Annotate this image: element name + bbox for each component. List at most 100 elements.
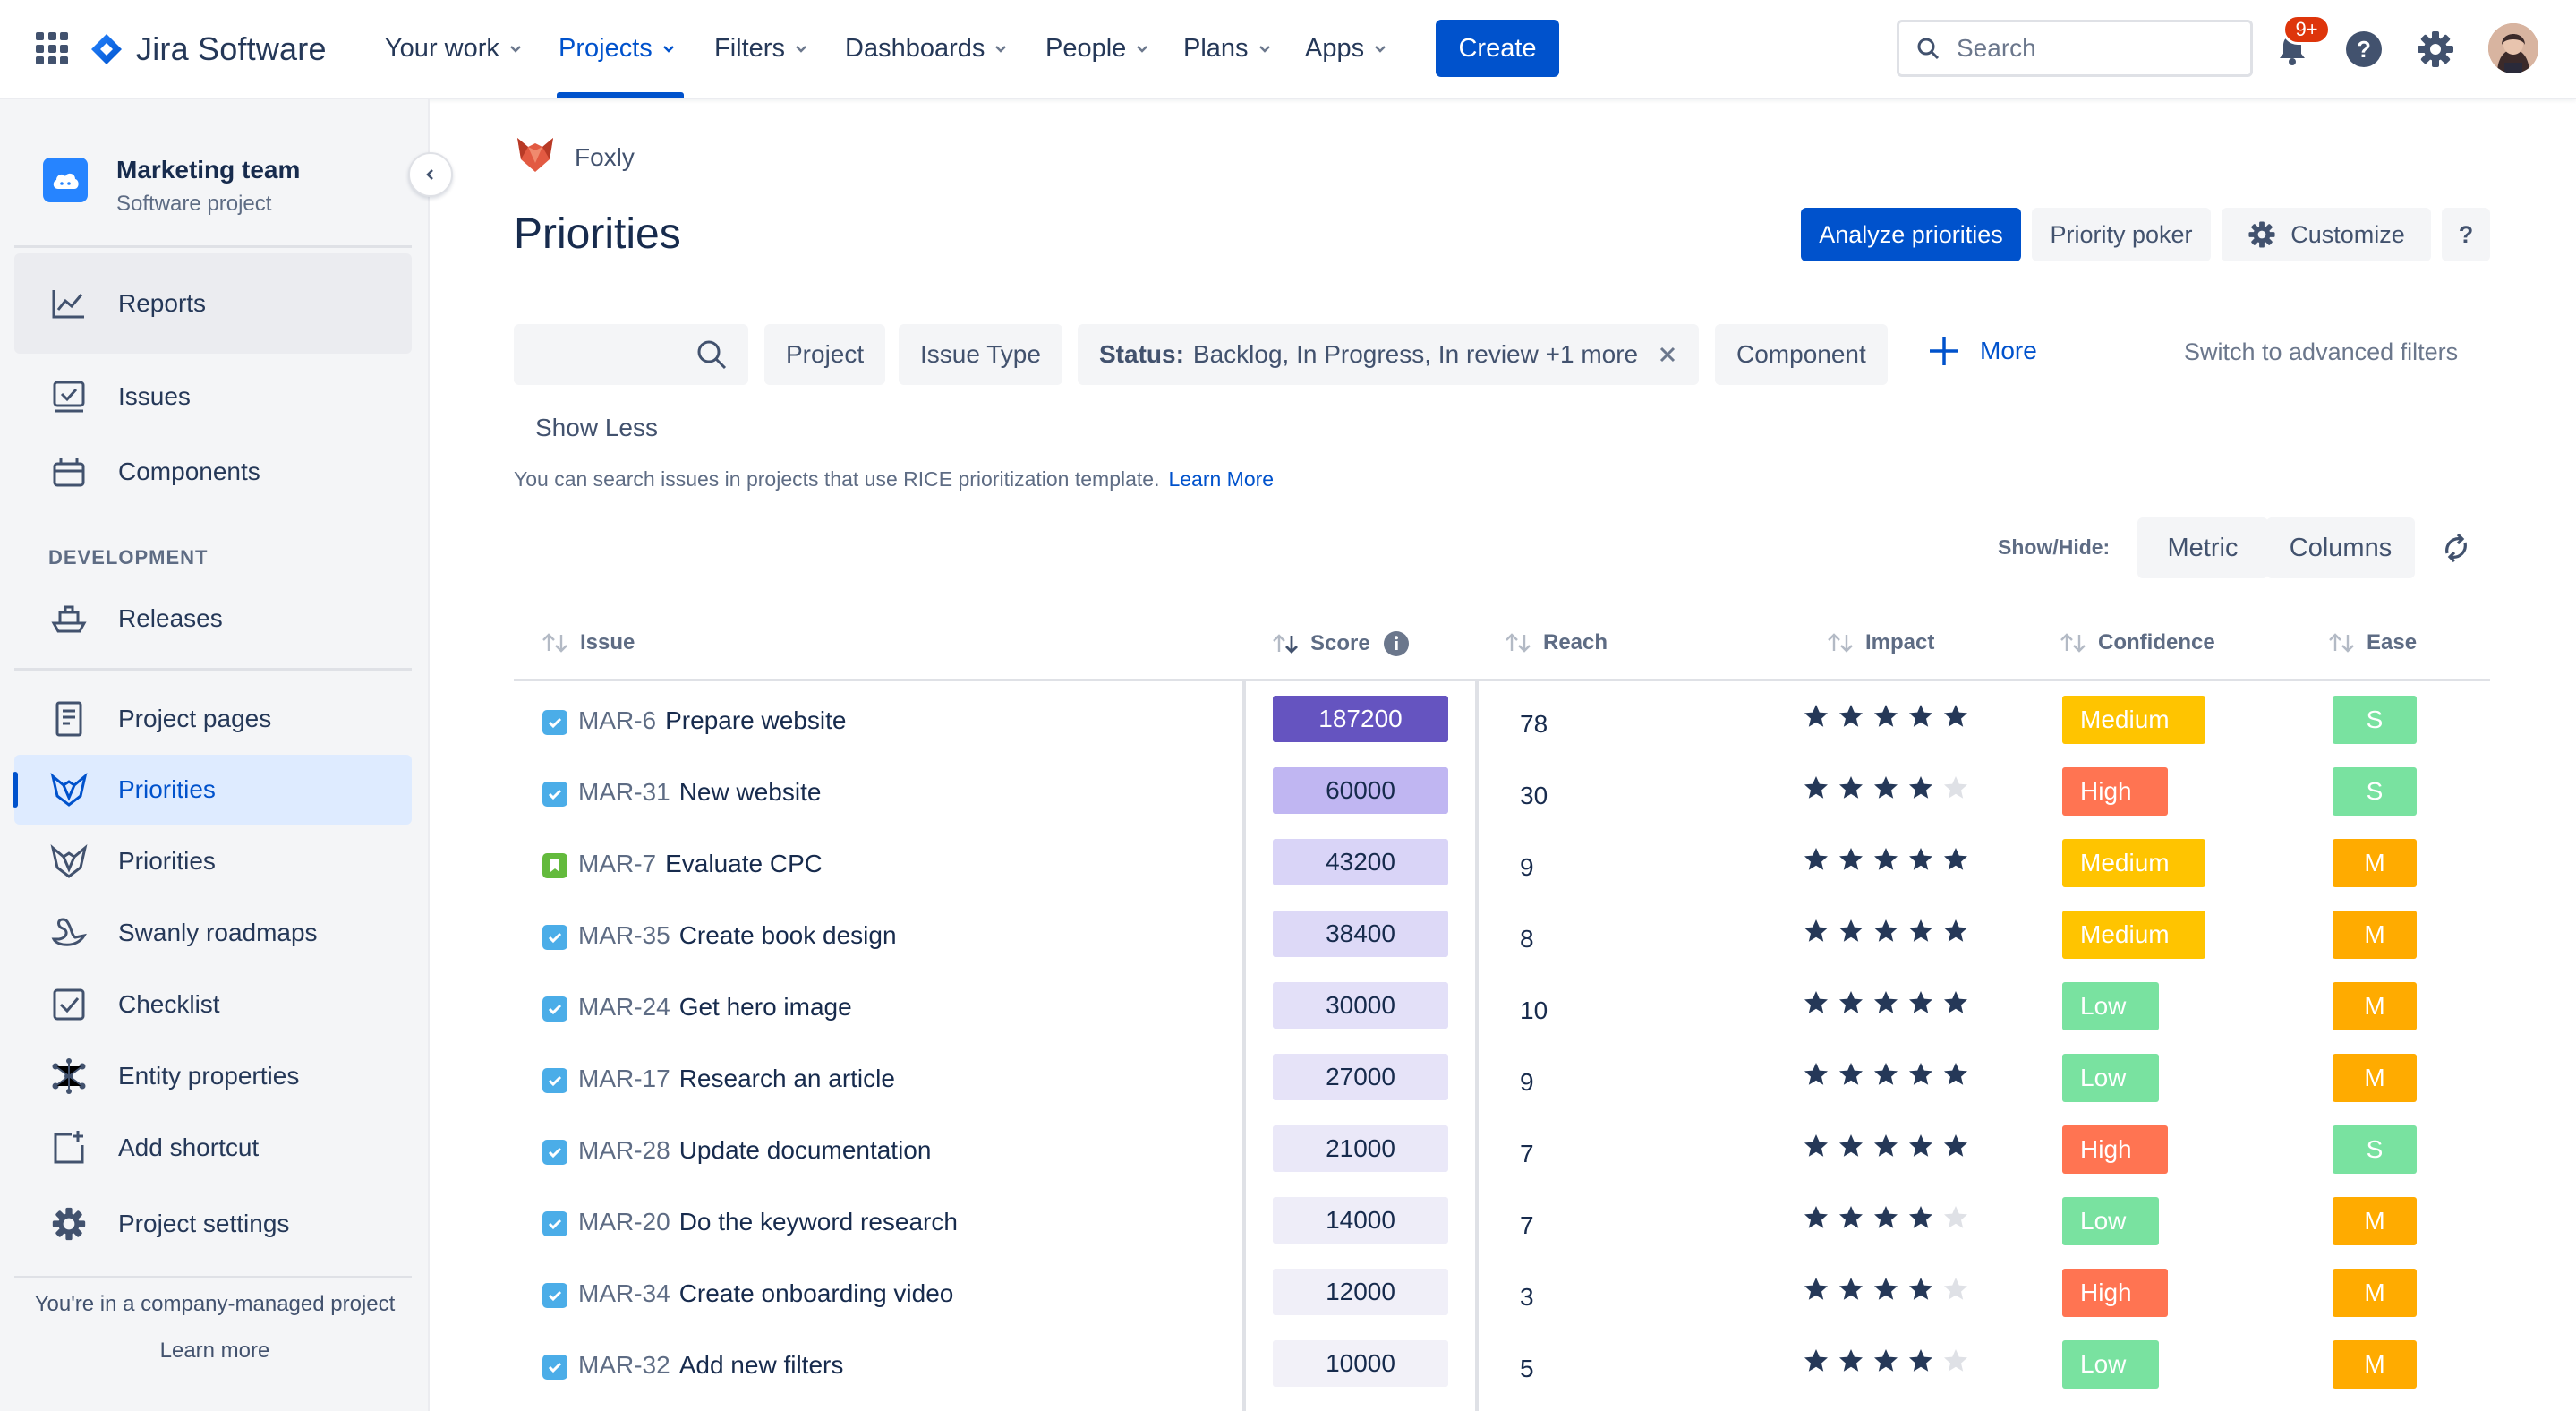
star-filled-icon[interactable] bbox=[1942, 989, 1969, 1016]
star-filled-icon[interactable] bbox=[1872, 703, 1899, 730]
ease-badge[interactable]: S bbox=[2333, 1125, 2417, 1174]
star-filled-icon[interactable] bbox=[1838, 774, 1864, 801]
confidence-badge[interactable]: Low bbox=[2062, 1054, 2159, 1102]
star-filled-icon[interactable] bbox=[1872, 989, 1899, 1016]
sidebar-item-reports[interactable]: Reports bbox=[14, 253, 412, 354]
impact-rating[interactable] bbox=[1803, 1133, 1977, 1159]
confidence-badge[interactable]: High bbox=[2062, 1125, 2168, 1174]
issue-link[interactable]: MAR-32 Add new filters bbox=[578, 1351, 843, 1380]
priority-poker-button[interactable]: Priority poker bbox=[2032, 208, 2211, 261]
impact-rating[interactable] bbox=[1803, 1276, 1977, 1303]
table-row[interactable]: MAR-32 Add new filters 10000 5 Low M bbox=[514, 1331, 2490, 1403]
nav-filters[interactable]: Filters bbox=[714, 23, 810, 73]
star-filled-icon[interactable] bbox=[1872, 918, 1899, 945]
star-filled-icon[interactable] bbox=[1907, 918, 1934, 945]
reach-cell[interactable]: 9 bbox=[1520, 853, 1534, 881]
table-row[interactable]: MAR-6 Prepare website 187200 78 Medium S bbox=[514, 687, 2490, 758]
star-filled-icon[interactable] bbox=[1907, 1276, 1934, 1303]
jira-logo[interactable]: Jira Software bbox=[90, 27, 327, 72]
star-filled-icon[interactable] bbox=[1907, 1061, 1934, 1088]
star-filled-icon[interactable] bbox=[1907, 1347, 1934, 1374]
learn-more-link[interactable]: Learn more bbox=[159, 1338, 270, 1363]
impact-rating[interactable] bbox=[1803, 918, 1977, 945]
help-button[interactable]: ? bbox=[2442, 208, 2490, 261]
columns-button[interactable]: Columns bbox=[2266, 517, 2415, 578]
sidebar-item-components[interactable]: Components bbox=[14, 437, 412, 507]
star-filled-icon[interactable] bbox=[1942, 1133, 1969, 1159]
star-filled-icon[interactable] bbox=[1872, 774, 1899, 801]
star-filled-icon[interactable] bbox=[1803, 1133, 1830, 1159]
star-filled-icon[interactable] bbox=[1803, 1347, 1830, 1374]
column-header-reach[interactable]: Reach bbox=[1504, 630, 1608, 655]
ease-badge[interactable]: M bbox=[2333, 1197, 2417, 1245]
star-filled-icon[interactable] bbox=[1803, 1204, 1830, 1231]
star-filled-icon[interactable] bbox=[1803, 1276, 1830, 1303]
star-filled-icon[interactable] bbox=[1942, 703, 1969, 730]
star-filled-icon[interactable] bbox=[1838, 1133, 1864, 1159]
impact-rating[interactable] bbox=[1803, 774, 1977, 801]
create-button[interactable]: Create bbox=[1436, 20, 1559, 77]
star-filled-icon[interactable] bbox=[1803, 846, 1830, 873]
confidence-badge[interactable]: Low bbox=[2062, 1340, 2159, 1389]
sidebar-item-checklist[interactable]: Checklist bbox=[14, 970, 412, 1039]
star-filled-icon[interactable] bbox=[1803, 1061, 1830, 1088]
star-filled-icon[interactable] bbox=[1907, 846, 1934, 873]
filter-status[interactable]: Status: Backlog, In Progress, In review … bbox=[1078, 324, 1700, 385]
reach-cell[interactable]: 30 bbox=[1520, 782, 1548, 809]
ease-badge[interactable]: M bbox=[2333, 1269, 2417, 1317]
reach-cell[interactable]: 7 bbox=[1520, 1211, 1534, 1239]
star-filled-icon[interactable] bbox=[1907, 1133, 1934, 1159]
star-filled-icon[interactable] bbox=[1907, 1204, 1934, 1231]
star-filled-icon[interactable] bbox=[1872, 1204, 1899, 1231]
impact-rating[interactable] bbox=[1803, 846, 1977, 873]
sidebar-item-entity-properties[interactable]: Entity properties bbox=[14, 1041, 412, 1111]
user-avatar[interactable] bbox=[2488, 23, 2538, 73]
table-row[interactable]: MAR-34 Create onboarding video 12000 3 High M bbox=[514, 1260, 2490, 1331]
impact-rating[interactable] bbox=[1803, 989, 1977, 1016]
impact-rating[interactable] bbox=[1803, 1347, 1977, 1374]
star-filled-icon[interactable] bbox=[1838, 1276, 1864, 1303]
confidence-badge[interactable]: Low bbox=[2062, 982, 2159, 1030]
reach-cell[interactable]: 3 bbox=[1520, 1283, 1534, 1311]
nav-your-work[interactable]: Your work bbox=[385, 23, 525, 73]
impact-rating[interactable] bbox=[1803, 1061, 1977, 1088]
issue-link[interactable]: MAR-6 Prepare website bbox=[578, 706, 846, 735]
column-header-impact[interactable]: Impact bbox=[1826, 630, 1934, 655]
impact-rating[interactable] bbox=[1803, 703, 1977, 730]
sidebar-item-project-settings[interactable]: Project settings bbox=[14, 1189, 412, 1259]
star-filled-icon[interactable] bbox=[1907, 989, 1934, 1016]
column-header-issue[interactable]: Issue bbox=[541, 630, 635, 655]
star-filled-icon[interactable] bbox=[1838, 989, 1864, 1016]
star-empty-icon[interactable] bbox=[1942, 774, 1969, 801]
star-filled-icon[interactable] bbox=[1942, 1061, 1969, 1088]
star-filled-icon[interactable] bbox=[1872, 1347, 1899, 1374]
sidebar-item-swanly-roadmaps[interactable]: Swanly roadmaps bbox=[14, 898, 412, 968]
nav-projects[interactable]: Projects bbox=[559, 23, 678, 73]
refresh-icon[interactable] bbox=[2438, 530, 2474, 570]
reach-cell[interactable]: 78 bbox=[1520, 710, 1548, 738]
close-icon[interactable] bbox=[1658, 345, 1677, 364]
star-filled-icon[interactable] bbox=[1803, 989, 1830, 1016]
table-row[interactable]: MAR-35 Create book design 38400 8 Medium M bbox=[514, 902, 2490, 973]
sidebar-item-add-shortcut[interactable]: Add shortcut bbox=[14, 1113, 412, 1183]
learn-more-link[interactable]: Learn More bbox=[1168, 467, 1275, 491]
confidence-badge[interactable]: High bbox=[2062, 1269, 2168, 1317]
star-filled-icon[interactable] bbox=[1838, 846, 1864, 873]
switch-advanced-filters-link[interactable]: Switch to advanced filters bbox=[2184, 338, 2459, 365]
show-less-link[interactable]: Show Less bbox=[535, 414, 658, 441]
info-icon[interactable] bbox=[1383, 630, 1410, 657]
column-header-confidence[interactable]: Confidence bbox=[2059, 630, 2215, 655]
collapse-sidebar-button[interactable] bbox=[408, 152, 453, 197]
reach-cell[interactable]: 7 bbox=[1520, 1140, 1534, 1167]
ease-badge[interactable]: S bbox=[2333, 767, 2417, 816]
reach-cell[interactable]: 8 bbox=[1520, 925, 1534, 953]
more-filters-button[interactable]: More bbox=[1926, 333, 2037, 369]
ease-badge[interactable]: M bbox=[2333, 982, 2417, 1030]
metric-button[interactable]: Metric bbox=[2137, 517, 2268, 578]
star-filled-icon[interactable] bbox=[1838, 918, 1864, 945]
star-filled-icon[interactable] bbox=[1872, 1133, 1899, 1159]
star-filled-icon[interactable] bbox=[1803, 774, 1830, 801]
reach-cell[interactable]: 5 bbox=[1520, 1355, 1534, 1382]
nav-apps[interactable]: Apps bbox=[1305, 23, 1389, 73]
impact-rating[interactable] bbox=[1803, 1204, 1977, 1231]
